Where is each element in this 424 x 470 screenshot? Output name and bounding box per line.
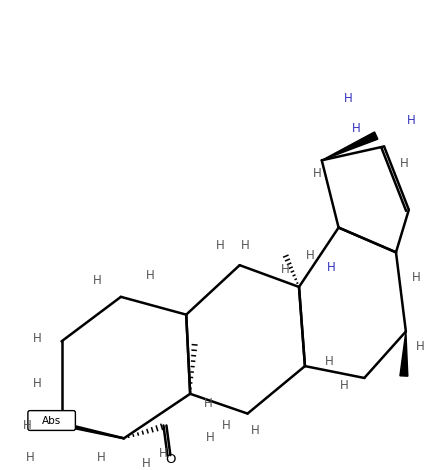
Text: H: H bbox=[411, 271, 420, 283]
Text: H: H bbox=[33, 332, 42, 345]
Text: H: H bbox=[159, 446, 168, 460]
Text: H: H bbox=[33, 377, 42, 391]
Text: H: H bbox=[93, 274, 101, 287]
Text: H: H bbox=[204, 397, 212, 410]
Text: H: H bbox=[221, 419, 230, 432]
Text: H: H bbox=[241, 239, 250, 252]
Text: O: O bbox=[165, 453, 176, 466]
Polygon shape bbox=[322, 132, 378, 160]
Text: H: H bbox=[251, 424, 260, 437]
Text: H: H bbox=[352, 122, 361, 135]
Text: H: H bbox=[312, 167, 321, 180]
Text: H: H bbox=[23, 419, 32, 432]
Text: H: H bbox=[344, 93, 353, 105]
Text: Abs: Abs bbox=[42, 415, 61, 425]
Text: H: H bbox=[399, 157, 408, 170]
Text: H: H bbox=[407, 114, 415, 127]
Text: H: H bbox=[340, 379, 349, 392]
Text: H: H bbox=[146, 268, 155, 282]
Text: H: H bbox=[306, 249, 314, 262]
Text: H: H bbox=[142, 456, 151, 470]
Text: H: H bbox=[25, 451, 34, 463]
Polygon shape bbox=[400, 331, 408, 376]
Text: H: H bbox=[281, 263, 290, 275]
Text: H: H bbox=[416, 340, 424, 353]
Text: H: H bbox=[97, 451, 106, 463]
Text: H: H bbox=[206, 431, 215, 444]
Text: H: H bbox=[215, 239, 224, 252]
Text: H: H bbox=[325, 355, 334, 368]
FancyBboxPatch shape bbox=[28, 411, 75, 431]
Text: H: H bbox=[327, 261, 336, 274]
